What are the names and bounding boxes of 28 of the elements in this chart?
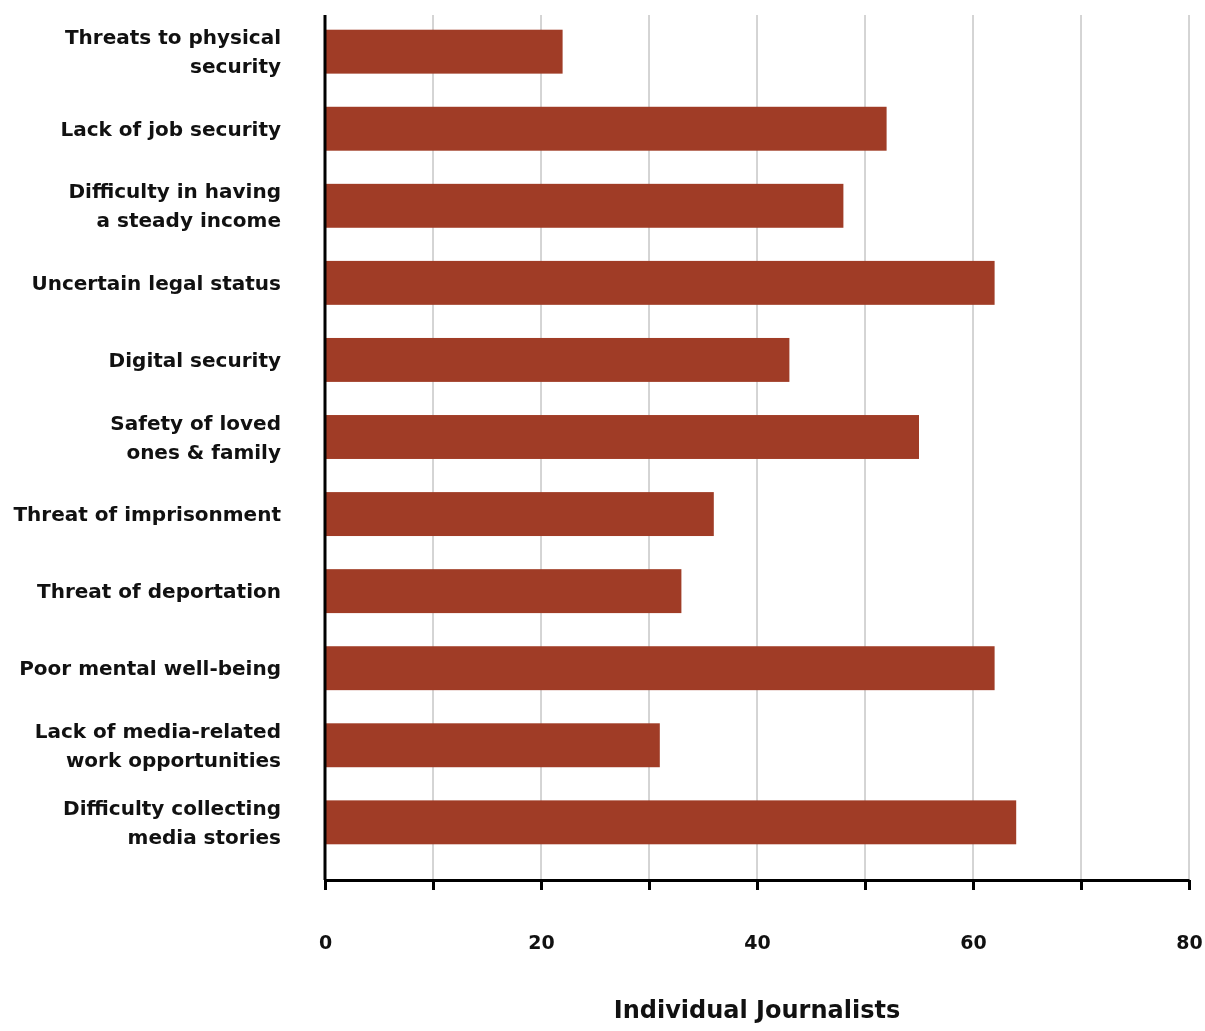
bar — [325, 800, 1017, 845]
y-tick-label: Threats to physical security — [64, 25, 281, 79]
y-tick-label: Difficulty in having a steady income — [68, 179, 281, 233]
x-tick-label: 80 — [1176, 931, 1203, 954]
x-tick-label: 60 — [960, 931, 987, 954]
y-tick-label: Lack of job security — [60, 116, 281, 141]
x-axis-title: Individual Journalists — [613, 996, 901, 1024]
bar — [325, 492, 714, 537]
x-tick-label: 0 — [318, 931, 333, 954]
y-tick-label: Poor mental well-being — [19, 656, 281, 681]
y-tick-label: Lack of media-related work opportunities — [34, 718, 281, 772]
bar — [325, 337, 790, 382]
y-tick-label: Safety of loved ones & family — [110, 410, 281, 464]
x-tick-label: 20 — [528, 931, 555, 954]
bar — [325, 106, 887, 151]
y-tick-label: Threat of deportation — [37, 579, 281, 604]
bar — [325, 569, 682, 614]
bar — [325, 260, 995, 305]
bar — [325, 646, 995, 691]
y-tick-label: Uncertain legal status — [31, 270, 281, 295]
bar — [325, 183, 844, 228]
bar — [325, 29, 563, 74]
y-tick-label: Digital security — [108, 347, 281, 372]
x-tick-label: 40 — [744, 931, 771, 954]
y-tick-label: Threat of imprisonment — [13, 502, 282, 527]
y-tick-label: Difficulty collecting media stories — [63, 795, 281, 849]
bar — [325, 723, 660, 768]
bar — [325, 415, 919, 459]
